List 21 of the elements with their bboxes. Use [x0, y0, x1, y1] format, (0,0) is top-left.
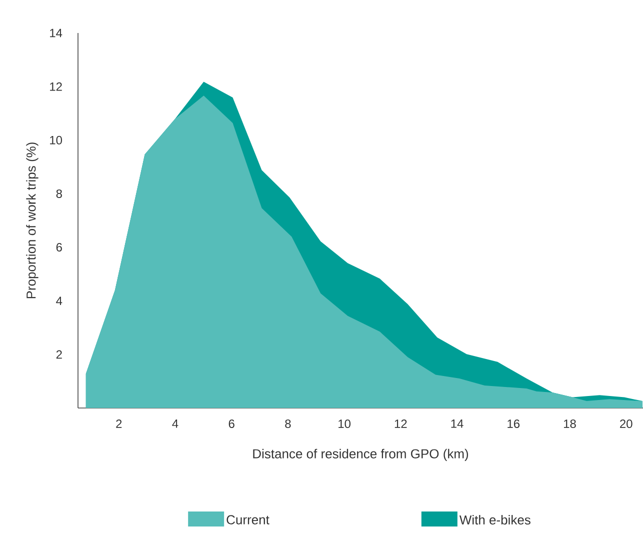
legend-label: With e-bikes	[459, 514, 530, 525]
y-tick-label: 6	[56, 243, 62, 252]
x-tick-label: 20	[620, 420, 632, 428]
y-tick-label: 14	[50, 28, 62, 38]
x-tick-label: 10	[338, 420, 350, 428]
x-tick-label: 12	[394, 420, 407, 428]
x-axis-title: Distance of residence from GPO (km)	[253, 448, 468, 461]
x-tick-label: 16	[508, 420, 520, 428]
y-tick-label: 8	[56, 189, 62, 198]
y-tick-label: 12	[50, 82, 62, 91]
x-tick-label: 14	[451, 420, 464, 428]
y-tick-label: 10	[50, 136, 62, 144]
x-tick-label: 2	[116, 420, 122, 428]
x-tick-label: 8	[285, 420, 291, 428]
y-tick-label: 4	[56, 296, 62, 305]
y-axis-title: Proportion of work trips (%)	[26, 142, 38, 298]
x-tick-label: 6	[228, 420, 234, 428]
x-tick-label: 18	[564, 420, 576, 428]
y-tick-label: 2	[56, 350, 62, 359]
x-tick-label: 4	[172, 420, 178, 428]
legend-label: Current	[226, 515, 270, 524]
